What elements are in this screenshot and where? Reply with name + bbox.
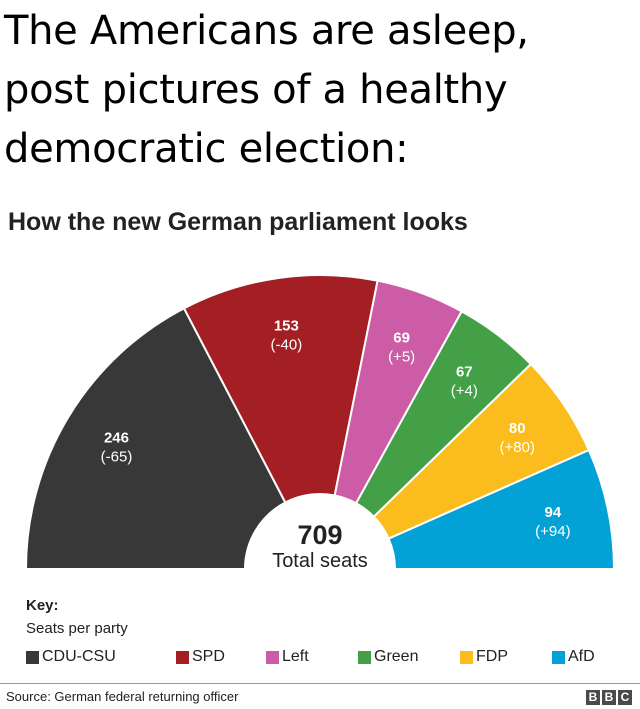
seat-count-label: 246 bbox=[104, 430, 129, 447]
bbc-logo-letter: B bbox=[602, 690, 616, 705]
seat-change-label: (+94) bbox=[535, 523, 570, 540]
legend-swatch bbox=[266, 650, 279, 664]
bbc-logo-letter: B bbox=[586, 690, 600, 705]
legend-label: AfD bbox=[568, 648, 595, 665]
seat-count-label: 67 bbox=[456, 364, 473, 381]
seat-change-label: (+5) bbox=[388, 348, 415, 365]
seat-count-label: 80 bbox=[509, 420, 526, 437]
footer-divider bbox=[0, 683, 640, 684]
legend-item-left: Left bbox=[266, 648, 309, 666]
source-note: Source: German federal returning officer bbox=[6, 689, 239, 704]
chart-title: How the new German parliament looks bbox=[8, 208, 468, 236]
legend-item-cdu-csu: CDU-CSU bbox=[26, 648, 116, 666]
legend-label: FDP bbox=[476, 648, 508, 665]
seat-count-label: 94 bbox=[545, 504, 562, 521]
legend-item-fdp: FDP bbox=[460, 648, 508, 666]
legend-label: CDU-CSU bbox=[42, 648, 116, 665]
legend-item-spd: SPD bbox=[176, 648, 225, 666]
key-title: Key: bbox=[26, 597, 59, 614]
seat-change-label: (-65) bbox=[101, 449, 133, 466]
seat-change-label: (-40) bbox=[271, 336, 303, 353]
bbc-logo-letter: C bbox=[618, 690, 632, 705]
legend-label: Green bbox=[374, 648, 419, 665]
key-subtitle: Seats per party bbox=[26, 620, 128, 637]
legend-swatch bbox=[176, 650, 189, 664]
legend-item-green: Green bbox=[358, 648, 418, 666]
total-seats-label: Total seats bbox=[272, 550, 368, 572]
legend-swatch bbox=[460, 650, 473, 664]
caption-line-1: The Americans are asleep, bbox=[4, 8, 529, 54]
legend-swatch bbox=[552, 650, 565, 664]
legend-label: SPD bbox=[192, 648, 225, 665]
slice-afd bbox=[387, 448, 616, 570]
legend-swatch bbox=[26, 650, 39, 664]
legend-swatch bbox=[358, 650, 371, 664]
bbc-logo: B B C bbox=[586, 690, 632, 705]
legend-item-afd: AfD bbox=[552, 648, 595, 666]
seat-count-label: 153 bbox=[274, 317, 299, 334]
seat-change-label: (+4) bbox=[451, 383, 478, 400]
meme-caption: The Americans are asleep, post pictures … bbox=[4, 2, 636, 179]
slice-cdu-csu bbox=[24, 306, 287, 570]
slice-spd bbox=[182, 274, 379, 504]
legend-label: Left bbox=[282, 648, 309, 665]
seat-count-label: 69 bbox=[393, 329, 410, 346]
parliament-chart: 246 (-65) 153 (-40) 69 (+5) 67 (+4) 80 (+80) 94 (+9… bbox=[24, 274, 616, 572]
total-seats-value: 709 bbox=[297, 520, 342, 550]
caption-line-2: post pictures of a healthy bbox=[4, 67, 508, 113]
caption-line-3: democratic election: bbox=[4, 126, 409, 172]
seat-change-label: (+80) bbox=[500, 439, 535, 456]
